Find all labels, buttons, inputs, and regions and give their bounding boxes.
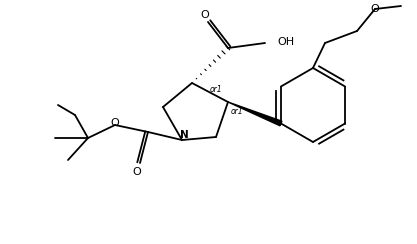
- Text: O: O: [111, 118, 119, 128]
- Text: or1: or1: [231, 108, 244, 116]
- Text: N: N: [180, 130, 188, 140]
- Polygon shape: [228, 102, 282, 126]
- Text: or1: or1: [210, 84, 223, 93]
- Text: OH: OH: [277, 37, 294, 47]
- Text: O: O: [371, 4, 379, 14]
- Text: O: O: [201, 10, 209, 20]
- Text: O: O: [133, 167, 141, 177]
